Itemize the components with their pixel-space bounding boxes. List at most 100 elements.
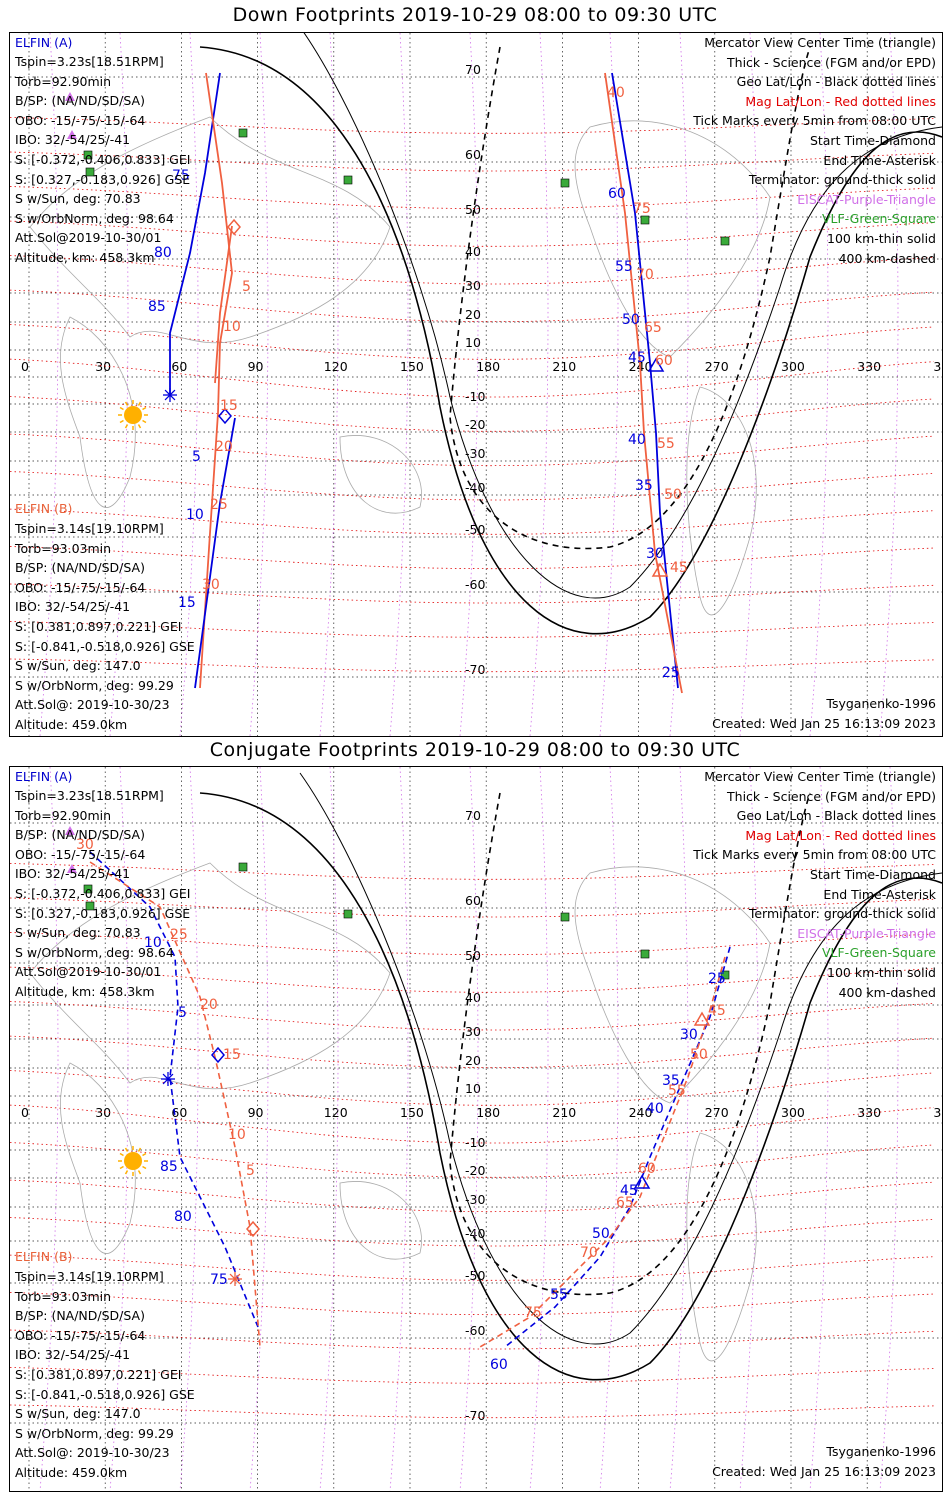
mag-longitude-line: [739, 33, 759, 736]
africa-outline: [59, 1062, 136, 1254]
lat-tick-label: -70: [465, 662, 485, 677]
vlf-station-square: [85, 167, 95, 177]
lon-tick-label: 60: [171, 1105, 187, 1120]
sat-b-track-east: [604, 72, 683, 694]
legend-item: Terminator: ground-thick solid: [748, 906, 936, 922]
lat-tick-label: 70: [465, 62, 481, 77]
eiscat-triangle-icon: [67, 130, 77, 139]
legend-item: Mercator View Center Time (triangle): [704, 35, 936, 50]
mag-latitude-line: [10, 621, 935, 638]
center-time-triangle: [651, 562, 669, 577]
legend-item: Thick - Science (FGM and/or EPD): [727, 788, 936, 804]
mag-longitude-line: [459, 767, 479, 1491]
lon-tick-label: 360: [933, 1105, 942, 1120]
mag-latitude-line: [10, 1404, 935, 1419]
info-line: Att.Sol@: 2019-10-30/23: [15, 697, 170, 713]
mag-latitude-line: [10, 151, 935, 172]
info-line: S: [-0.841,-0.518,0.926] GSE: [15, 1386, 195, 1402]
sat-b-time-label: 55: [657, 436, 675, 452]
lon-tick-label: 210: [552, 1105, 576, 1120]
info-line: S w/Sun, deg: 147.0: [15, 1406, 141, 1422]
lat-tick-label: 10: [465, 1081, 481, 1096]
terminator-400km: [449, 46, 811, 550]
sun-ray: [119, 1165, 124, 1170]
conjugate-footprints-map[interactable]: 70 60 50 40 30 20 10 -10 -20 -30 -40 -50 -60 -70 0 30 60…: [9, 766, 943, 1492]
mag-latitude-line: [10, 1329, 935, 1350]
info-line: S: [-0.372,-0.406,0.833] GEI: [15, 152, 191, 167]
africa-outline: [59, 316, 136, 508]
sat-a-time-label: 25: [708, 971, 726, 987]
vlf-station-square: [640, 949, 650, 959]
mag-latitude-line: [10, 1001, 935, 1031]
mag-longitude-line: [809, 33, 829, 736]
sun-ray: [137, 1170, 142, 1175]
mag-latitude-line: [10, 658, 935, 673]
sun-ray: [142, 1165, 147, 1170]
sat-b-time-label: 25: [170, 927, 188, 943]
lon-tick-label: 120: [324, 1105, 348, 1120]
terminator-ground: [199, 46, 942, 635]
info-line: B/SP: (NA/ND/SD/SA): [15, 560, 145, 576]
sun-ray: [124, 1147, 129, 1152]
lon-tick-label: 60: [171, 359, 187, 374]
info-line: Altitude: 459.0km: [15, 717, 128, 732]
sat-a-time-label: 30: [646, 546, 664, 562]
sat-b-time-label: 70: [636, 267, 654, 283]
mag-latitude-line: [10, 289, 935, 323]
sat-a-conjugate-track-east: [504, 946, 731, 1348]
down-footprints-title: Down Footprints 2019-10-29 08:00 to 09:3…: [232, 4, 718, 26]
sat-a-track-west: [169, 72, 221, 395]
info-line: S: [0.327,-0.183,0.926] GSE: [15, 171, 191, 187]
sun-ray: [119, 419, 124, 424]
lat-tick-label: -20: [465, 1163, 485, 1178]
info-line: Altitude, km: 458.3km: [15, 250, 155, 265]
legend-item: Tick Marks every 5min from 08:00 UTC: [693, 113, 936, 129]
down-footprints-map[interactable]: 70 60 50 40 30 20 10 -10 -20 -30 -40 -50 -60 -70 0 30 60…: [9, 32, 943, 737]
lat-tick-label: -30: [465, 1192, 485, 1207]
sat-a-time-label: 40: [646, 1101, 664, 1117]
mag-latitude-line: [10, 1292, 935, 1316]
south-america-outline: [686, 386, 757, 616]
legend-item: Mag Lat/Lon - Red dotted lines: [745, 827, 936, 843]
lat-tick-label: 10: [465, 335, 481, 350]
mag-longitude-line: [879, 33, 899, 736]
info-line: Tspin=3.23s[18.51RPM]: [15, 788, 164, 803]
info-line: Torb=92.90min: [15, 807, 112, 823]
lat-tick-label: 20: [465, 1053, 481, 1068]
sat-b-time-label: 30: [76, 837, 94, 853]
sat-a-time-label: 10: [186, 507, 204, 523]
lat-tick-label: -30: [465, 446, 485, 461]
mag-longitude-line: [459, 33, 479, 736]
mag-latitude-line: [10, 897, 935, 918]
created-label: Created: Wed Jan 25 16:13:09 2023: [712, 1464, 936, 1479]
legend-item: Start Time-Diamond: [809, 867, 936, 882]
vlf-station-square: [343, 909, 353, 919]
legend-item: End Time-Asterisk: [823, 886, 936, 902]
vlf-station-square: [83, 150, 93, 160]
australia-outline: [339, 435, 422, 514]
mag-latitude-line: [10, 1035, 935, 1069]
mag-longitude-line: [529, 767, 549, 1491]
vlf-station-square: [640, 215, 650, 225]
info-line: S w/Sun, deg: 70.83: [15, 925, 141, 941]
sat-a-time-label: 45: [628, 350, 646, 366]
sat-b-time-label: 10: [228, 1127, 246, 1143]
sat-a-time-label: 60: [608, 186, 626, 202]
start-time-diamond: [218, 407, 232, 425]
center-time-triangle: [633, 1174, 651, 1189]
sat-b-track-west: [199, 72, 233, 689]
sat-a-conjugate-track: [89, 851, 259, 1328]
sat-b-name: ELFIN (B): [15, 501, 73, 516]
sat-a-name: ELFIN (A): [15, 769, 73, 784]
lat-tick-label: 30: [465, 278, 481, 293]
end-time-asterisk: [164, 389, 176, 401]
lon-tick-label: 270: [705, 359, 729, 374]
info-line: Torb=92.90min: [15, 73, 112, 89]
model-label: Tsyganenko-1996: [826, 1444, 936, 1459]
mag-longitude-line: [109, 33, 129, 736]
sat-b-name: ELFIN (B): [15, 1249, 73, 1264]
mag-latitude-line: [10, 220, 935, 247]
mag-longitude-line: [179, 767, 199, 1491]
info-line: S: [0.327,-0.183,0.926] GSE: [15, 905, 191, 921]
mag-longitude-line: [39, 33, 59, 736]
